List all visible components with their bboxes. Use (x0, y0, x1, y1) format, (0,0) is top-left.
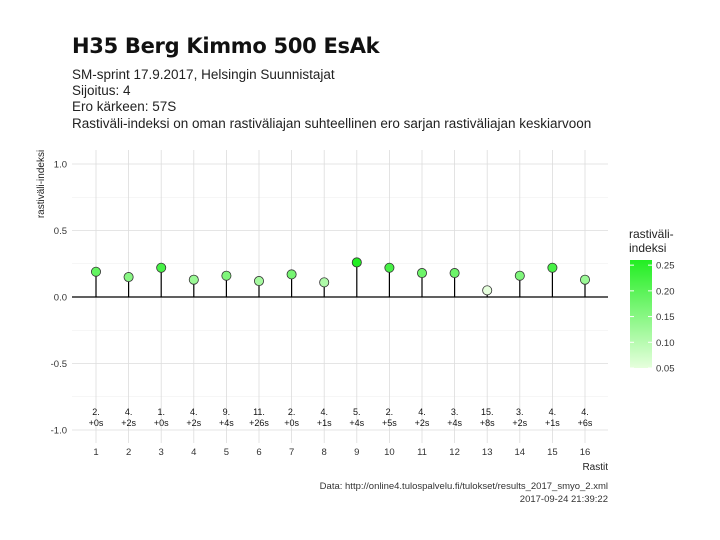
x-tick-label: 7 (289, 447, 294, 458)
diff-label: +4s (447, 418, 462, 428)
lollipop-point (416, 268, 427, 279)
x-tick-label: 3 (159, 447, 164, 458)
subtitle-line-4: Rastiväli-indeksi on oman rastiväliajan … (72, 116, 592, 131)
diff-label: +4s (349, 418, 364, 428)
lollipop-point (580, 274, 591, 285)
rank-label: 4. (125, 407, 133, 417)
rank-label: 4. (581, 407, 589, 417)
legend-tick-label: 0.25 (656, 261, 675, 272)
x-tick-label: 8 (322, 447, 327, 458)
diff-label: +5s (382, 418, 397, 428)
diff-label: +0s (154, 418, 169, 428)
rank-label: 5. (353, 407, 361, 417)
x-tick-label: 4 (191, 447, 196, 458)
x-tick-label: 16 (580, 447, 591, 458)
diff-label: +26s (249, 418, 269, 428)
y-axis-title: rastiväli-indeksi (36, 150, 47, 218)
diff-label: +2s (512, 418, 527, 428)
timestamp-caption: 2017-09-24 21:39:22 (519, 494, 608, 505)
lollipop-point (384, 262, 395, 273)
data-source-caption: Data: http://online4.tulospalvelu.fi/tul… (319, 481, 608, 492)
lollipop-point (91, 266, 102, 277)
diff-label: +8s (480, 418, 495, 428)
lollipop-point (319, 277, 330, 288)
rank-label: 11. (253, 407, 265, 417)
x-tick-label: 10 (384, 447, 395, 458)
x-tick-label: 14 (515, 447, 526, 458)
rank-label: 2. (386, 407, 394, 417)
x-tick-label: 11 (417, 447, 427, 458)
legend-tick-label: 0.20 (656, 286, 675, 297)
y-tick-label: 1.0 (54, 160, 67, 171)
legend-colorbar (630, 260, 652, 368)
rank-label: 2. (288, 407, 296, 417)
legend-tick-label: 0.15 (656, 312, 675, 323)
x-tick-label: 6 (256, 447, 261, 458)
lollipop-point (156, 262, 167, 273)
legend-title-line-1: rastiväli- (629, 227, 674, 241)
diff-label: +6s (578, 418, 593, 428)
lollipop-point (482, 285, 493, 296)
rank-label: 1. (157, 407, 165, 417)
y-tick-label: -1.0 (51, 426, 67, 437)
lollipop-point (351, 257, 362, 268)
rank-label: 15. (481, 407, 494, 417)
legend-title-line-2: indeksi (629, 241, 666, 255)
legend-tick-label: 0.05 (656, 364, 675, 375)
x-tick-label: 1 (93, 447, 98, 458)
x-tick-label: 12 (449, 447, 460, 458)
diff-label: +2s (415, 418, 430, 428)
rank-label: 3. (516, 407, 524, 417)
y-tick-label: 0.5 (54, 226, 67, 237)
x-tick-label: 15 (547, 447, 558, 458)
lollipop-point (221, 270, 232, 281)
lollipop-point (253, 276, 264, 287)
diff-label: +1s (317, 418, 332, 428)
diff-label: +2s (186, 418, 201, 428)
lollipop-point (449, 268, 460, 279)
rank-label: 9. (223, 407, 231, 417)
subtitle-line-3: Ero kärkeen: 57S (72, 99, 177, 114)
subtitle-line-2: Sijoitus: 4 (72, 83, 131, 98)
subtitle-line-1: SM-sprint 17.9.2017, Helsingin Suunnista… (72, 67, 335, 82)
x-tick-label: 2 (126, 447, 131, 458)
y-tick-label: -0.5 (51, 359, 67, 370)
rank-label: 3. (451, 407, 459, 417)
diff-label: +4s (219, 418, 234, 428)
y-tick-label: 0.0 (54, 293, 67, 304)
lollipop-point (286, 269, 297, 280)
x-tick-label: 13 (482, 447, 493, 458)
rank-label: 4. (418, 407, 426, 417)
rank-label: 4. (320, 407, 328, 417)
x-tick-label: 5 (224, 447, 229, 458)
legend-tick-label: 0.10 (656, 338, 675, 349)
diff-label: +0s (284, 418, 299, 428)
diff-label: +0s (89, 418, 104, 428)
rank-label: 2. (92, 407, 100, 417)
x-axis-title: Rastit (582, 462, 608, 473)
lollipop-point (514, 270, 525, 281)
lollipop-point (547, 262, 558, 273)
diff-label: +2s (121, 418, 136, 428)
x-tick-label: 9 (354, 447, 359, 458)
lollipop-point (123, 272, 134, 283)
lollipop-point (188, 274, 199, 285)
rank-label: 4. (549, 407, 557, 417)
chart-title: H35 Berg Kimmo 500 EsAk (72, 34, 380, 58)
diff-label: +1s (545, 418, 560, 428)
rank-label: 4. (190, 407, 198, 417)
